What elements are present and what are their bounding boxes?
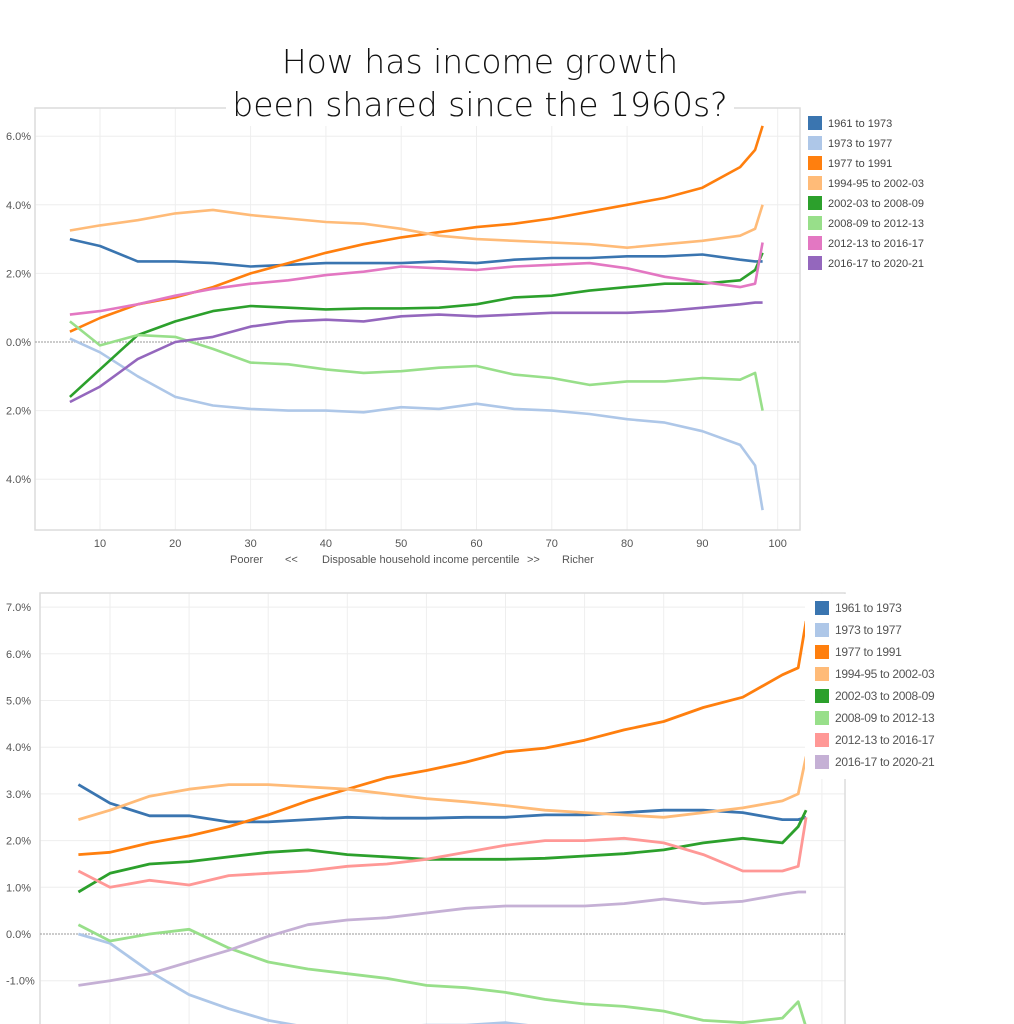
series-group [77, 620, 808, 1024]
legend: 1961 to 1973 1973 to 1977 1977 to 1991 1994… [805, 594, 1014, 779]
legend-swatch [808, 196, 822, 210]
chart-top: 10 20 30 40 50 60 70 80 90 100 6.0% 4.0% 2.0% 0.0% 2.0… [6, 107, 924, 550]
x-tick-label: 90 [696, 538, 708, 550]
legend-label: 2012-13 to 2016-17 [828, 238, 924, 250]
series-line-6 [77, 817, 808, 889]
x-axis-label: Disposable household income percentile [322, 554, 520, 566]
legend-swatch [808, 156, 822, 170]
x-tick-label: 80 [621, 538, 633, 550]
legend-label: 1973 to 1977 [828, 138, 892, 150]
series-line-0 [77, 783, 807, 824]
legend-label: 2008-09 to 2012-13 [828, 218, 924, 230]
y-tick-label: 4.0% [6, 474, 31, 486]
legend-label: 1977 to 1991 [828, 158, 892, 170]
page-title: How has income growth been shared since … [0, 40, 960, 126]
legend-swatch [815, 689, 829, 703]
y-tick-label: 4.0% [6, 200, 31, 212]
legend-swatch [815, 623, 829, 637]
y-tick-label: 0.0% [6, 929, 31, 941]
y-tick-label: 6.0% [6, 649, 31, 661]
x-tick-label: 60 [470, 538, 482, 550]
legend-label: 2012-13 to 2016-17 [835, 733, 935, 747]
y-tick-label: 2.0% [6, 836, 31, 848]
legend-label: 1961 to 1973 [828, 118, 892, 130]
chart-bottom: 7.0% 6.0% 5.0% 4.0% 3.0% 2.0% 1.0% 0.0% -1.0% 196… [6, 592, 1014, 1024]
series-line-0 [69, 237, 763, 268]
legend-swatch [808, 116, 822, 130]
legend-swatch [808, 176, 822, 190]
plot-frame [39, 592, 846, 1024]
series-line-4 [77, 809, 808, 894]
legend-label: 2002-03 to 2008-09 [828, 198, 924, 210]
x-tick-label: 40 [320, 538, 332, 550]
series-line-2 [78, 620, 808, 856]
series-line-2 [69, 125, 764, 333]
title-line-2: been shared since the 1960s? [226, 83, 734, 126]
legend-swatch [815, 667, 829, 681]
legend-background [805, 594, 1014, 779]
x-axis-arrows-right: >> [527, 554, 540, 566]
y-tick-label: 3.0% [6, 789, 31, 801]
legend-swatch [815, 601, 829, 615]
legend-label: 1961 to 1973 [835, 601, 902, 615]
x-axis-label-poorer: Poorer [230, 554, 263, 566]
y-tick-label: 0.0% [6, 337, 31, 349]
series-line-7 [78, 890, 807, 987]
series-group [69, 125, 764, 511]
legend-swatch [808, 236, 822, 250]
legend-swatch [815, 711, 829, 725]
y-tick-label: 6.0% [6, 131, 31, 143]
series-line-3 [78, 756, 808, 821]
legend-label: 1994-95 to 2002-03 [828, 178, 924, 190]
series-line-5 [77, 923, 807, 1024]
legend-label: 2016-17 to 2020-21 [835, 755, 935, 769]
y-tick-label: -1.0% [6, 976, 35, 988]
x-tick-label: 50 [395, 538, 407, 550]
legend-swatch [808, 256, 822, 270]
y-tick-label: 5.0% [6, 696, 31, 708]
series-line-6 [69, 242, 764, 316]
legend-label: 2002-03 to 2008-09 [835, 689, 935, 703]
title-line-1: How has income growth [275, 40, 685, 83]
x-tick-label: 100 [769, 538, 787, 550]
y-tick-label: 1.0% [6, 882, 31, 894]
series-line-1 [78, 932, 529, 1024]
plot-frame [34, 107, 801, 531]
series-line-3 [69, 204, 764, 249]
x-axis-label-richer: Richer [562, 554, 594, 566]
x-tick-label: 30 [244, 538, 256, 550]
series-line-4 [69, 252, 764, 398]
legend-swatch [815, 755, 829, 769]
legend-swatch [815, 645, 829, 659]
legend-label: 2008-09 to 2012-13 [835, 711, 935, 725]
legend-label: 1994-95 to 2002-03 [835, 667, 935, 681]
x-tick-label: 20 [169, 538, 181, 550]
series-line-1 [69, 337, 764, 511]
x-axis-arrows-left: << [285, 554, 298, 566]
y-tick-label: 2.0% [6, 406, 31, 418]
legend-swatch [815, 733, 829, 747]
legend: 1961 to 1973 1973 to 1977 1977 to 1991 1994… [808, 116, 924, 270]
y-tick-label: 4.0% [6, 742, 31, 754]
legend-swatch [808, 216, 822, 230]
y-tick-label: 7.0% [6, 602, 31, 614]
legend-label: 1977 to 1991 [835, 645, 902, 659]
legend-label: 1973 to 1977 [835, 623, 902, 637]
legend-swatch [808, 136, 822, 150]
x-tick-label: 70 [546, 538, 558, 550]
series-line-7 [69, 301, 763, 404]
x-tick-label: 10 [94, 538, 106, 550]
y-tick-label: 2.0% [6, 268, 31, 280]
legend-label: 2016-17 to 2020-21 [828, 258, 924, 270]
